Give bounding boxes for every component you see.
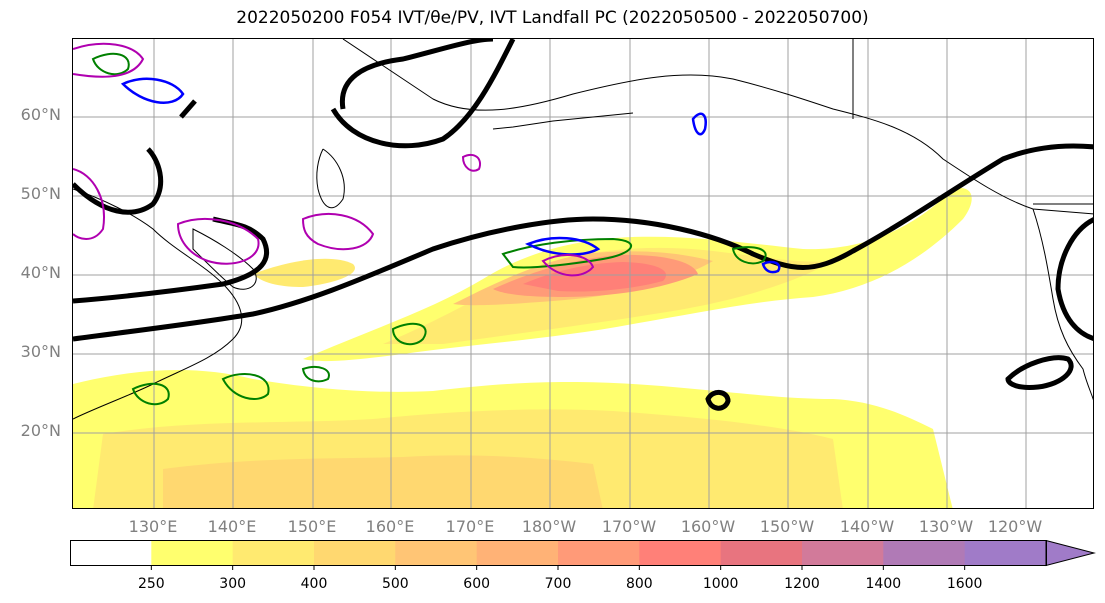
coast-aleutians [492,112,634,130]
colorbar-segment [883,540,966,566]
colorbar-tick-label: 1000 [702,576,739,592]
pv-magenta-west [176,218,260,265]
pv-green-ar-1 [501,237,633,269]
colorbar-tick-label: 600 [463,576,491,592]
pv-green-west-2 [221,373,270,400]
ivt-west-patch [253,258,355,287]
theta-e-nw-fragment [179,99,197,119]
map-svg [73,39,1093,508]
pv-green-nw [91,52,130,76]
lon-label-140e: 140°E [207,517,257,536]
lat-label-50n: 50°N [20,184,61,203]
theta-e-right-small [1005,355,1074,390]
colorbar-segment [232,540,315,566]
pv-green-se-1 [301,366,330,383]
colorbar-tick-marks [150,565,966,570]
pv-green-contours [91,52,767,406]
colorbar-segment [639,540,722,566]
pv-green-west-1 [131,382,170,406]
coast-japan [192,228,257,290]
pv-blue-east [761,260,781,274]
pv-magenta-left [73,168,105,240]
colorbar-segment [314,540,396,566]
lon-label-140w: 140°W [839,517,895,536]
lon-label-130e: 130°E [128,517,178,536]
colorbar-tick-label: 800 [625,576,653,592]
colorbar-segment [70,540,152,566]
theta-e-west [73,216,270,304]
colorbar-tick-label: 1400 [865,576,902,592]
lon-label-130w: 130°W [918,517,974,536]
pv-blue-nw [120,77,185,104]
colorbar [70,540,1096,570]
colorbar-tick-label: 500 [381,576,409,592]
colorbar-tick-label: 1600 [946,576,983,592]
ivt-shading [73,188,972,508]
colorbar-segment [720,540,803,566]
ivt-south-band-400 [163,455,603,508]
lon-label-150e: 150°E [287,517,337,536]
pv-magenta-north [461,153,481,172]
coast-alaska [342,39,1093,215]
coast-asia [73,188,243,420]
colorbar-segment [964,540,1047,566]
colorbar-segment [558,540,640,566]
colorbar-segment [802,540,884,566]
pv-green-east [731,246,767,265]
coast-kamchatka [316,148,345,209]
lon-label-160e: 160°E [365,517,415,536]
lat-label-40n: 40°N [20,263,61,282]
lat-label-30n: 30°N [20,342,61,361]
theta-e-main [73,143,1093,342]
lon-label-170w: 170°W [601,517,657,536]
lat-label-20n: 20°N [20,421,61,440]
colorbar-segment [151,540,234,566]
colorbar-tick-label: 1200 [784,576,820,592]
colorbar-tick-label: 250 [137,576,165,592]
pv-magenta-contours [73,42,595,277]
theta-e-west-loop [73,147,164,215]
theta-e-right-loop [1055,217,1093,341]
coast-north-america [1032,208,1093,401]
pv-blue-contours [120,77,781,274]
colorbar-extend-arrow [1045,540,1096,567]
theta-e-small-hawaii [705,390,731,411]
lon-label-150w: 150°W [759,517,815,536]
colorbar-segment [395,540,478,566]
lon-label-170e: 170°E [445,517,495,536]
map-title: 2022050200 F054 IVT/θe/PV, IVT Landfall … [236,8,869,28]
ivt-ar-300 [383,247,833,344]
colorbar-tick-label: 300 [219,576,247,592]
map-panel [72,38,1094,509]
pv-magenta-ar [541,254,595,277]
lon-label-180w: 180°W [521,517,577,536]
pv-blue-ar [525,236,601,256]
lon-label-160w: 160°W [680,517,736,536]
pv-green-ar-2 [391,322,427,346]
lon-label-120w: 120°W [987,517,1043,536]
pv-blue-alaska [691,112,707,136]
colorbar-segments [70,540,1096,567]
pv-magenta-ne [301,213,375,251]
colorbar-segment [476,540,559,566]
theta-e-north-loop [330,39,516,149]
lat-label-60n: 60°N [20,105,61,124]
coastlines [73,39,1093,420]
theta-e-contours [73,39,1093,411]
colorbar-tick-label: 400 [300,576,328,592]
colorbar-tick-label: 700 [544,576,572,592]
pv-magenta-nw [73,42,145,78]
graticule [73,39,1093,508]
